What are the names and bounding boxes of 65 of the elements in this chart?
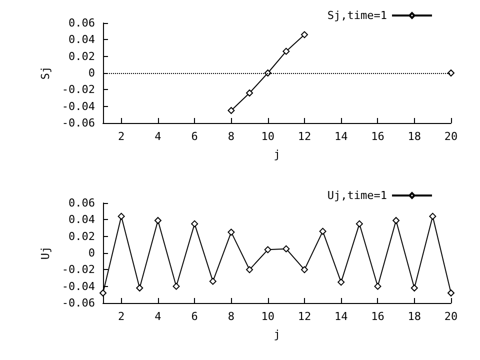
x-tick-label: 16 (371, 130, 384, 143)
y-tick-label: 0.04 (68, 213, 96, 226)
point (282, 48, 290, 55)
x-tick-label: 2 (118, 130, 125, 143)
point (356, 220, 363, 228)
point (209, 278, 216, 285)
point (172, 282, 180, 290)
x-axis-title: j (274, 328, 280, 341)
point (300, 31, 308, 38)
x-tick-label: 20 (444, 130, 458, 143)
x-tick-label: 2 (118, 310, 125, 323)
y-axis-title: Uj (38, 246, 52, 260)
point (246, 90, 254, 96)
point (118, 212, 125, 220)
x-tick-label: 12 (298, 310, 312, 323)
point (300, 266, 308, 274)
x-tick-label: 4 (154, 310, 162, 323)
y-tick-label: 0.02 (68, 50, 95, 63)
x-tick-label: 6 (191, 130, 198, 143)
point (448, 70, 454, 76)
x-tick-label: 12 (298, 130, 312, 143)
y-tick-label: 0.02 (68, 230, 95, 243)
x-tick-label: 18 (408, 130, 421, 143)
point (319, 228, 326, 235)
x-tick-label: 8 (228, 130, 235, 143)
y-tick-label: -0.06 (62, 296, 95, 310)
y-tick-label: 0.04 (68, 33, 96, 46)
point (191, 220, 198, 228)
point (100, 290, 106, 296)
point (246, 266, 254, 274)
y-tick-label: -0.04 (62, 100, 96, 113)
point (154, 217, 162, 224)
x-axis-title: j (274, 148, 280, 161)
point (338, 278, 345, 286)
x-tick-label: 10 (261, 130, 274, 143)
point (448, 290, 454, 296)
y-tick-label: -0.04 (62, 280, 96, 293)
point (429, 212, 436, 220)
y-tick-label: 0 (88, 246, 95, 260)
point (392, 217, 400, 224)
point (228, 107, 235, 114)
legend-label: Uj,time=1 (327, 189, 387, 202)
point (410, 284, 418, 292)
y-tick-label: 0 (88, 66, 95, 80)
x-tick-label: 4 (154, 130, 162, 143)
point (228, 228, 235, 236)
x-tick-label: 20 (444, 310, 458, 323)
x-tick-label: 10 (261, 310, 274, 323)
point (264, 246, 272, 254)
x-tick-label: 6 (191, 310, 198, 323)
y-tick-label: -0.02 (62, 263, 95, 276)
x-tick-label: 14 (334, 130, 348, 143)
point (136, 284, 144, 292)
point (282, 245, 290, 252)
y-tick-label: 0.06 (68, 16, 95, 30)
y-tick-label: 0.06 (68, 196, 95, 210)
x-tick-label: 16 (371, 310, 384, 323)
x-tick-label: 18 (408, 310, 421, 323)
point (374, 282, 382, 290)
y-tick-label: -0.02 (62, 83, 95, 96)
x-tick-label: 8 (228, 310, 235, 323)
y-axis-title: Sj (38, 66, 52, 80)
legend-label: Sj,time=1 (327, 9, 387, 22)
x-tick-label: 14 (334, 310, 348, 323)
y-tick-label: -0.06 (62, 116, 95, 130)
